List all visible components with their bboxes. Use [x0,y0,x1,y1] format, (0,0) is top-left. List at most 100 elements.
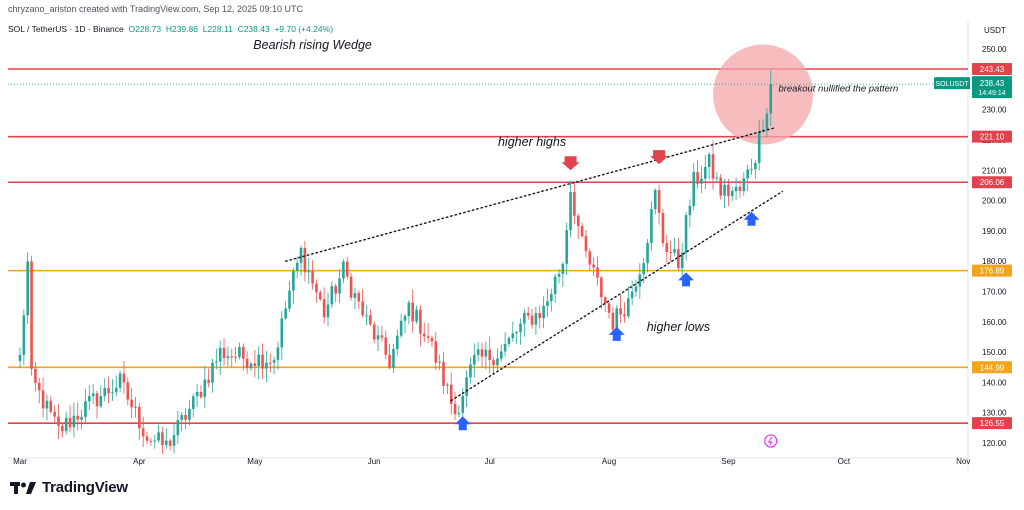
candle-body [519,323,522,333]
close-value: C238.43 [237,24,270,34]
symbol-name[interactable]: SOL / TetherUS · 1D · Binance [8,24,124,34]
candle-body [118,373,122,388]
wedge-trendline [284,127,776,262]
chart-annotation: breakout nullified the pattern [778,84,898,95]
candle-body [380,335,384,338]
candle-body [88,396,91,402]
candle-body [550,294,553,302]
candle-body [322,299,326,318]
candle-body [453,403,457,415]
candle-body [168,440,172,446]
candle-body [534,313,538,325]
candle-body [253,363,257,366]
candle-body [538,313,542,319]
candle-body [407,302,411,317]
candle-body [546,301,549,306]
candle-body [727,184,730,197]
tradingview-logo-icon [10,481,36,494]
candle-body [657,190,661,213]
candle-body [303,247,307,273]
candle-body [730,190,734,197]
x-tick-label: Aug [602,457,616,466]
candle-body [596,267,599,278]
candle-body [195,392,199,397]
candle-body [580,225,584,237]
candle-body [392,348,395,368]
candle-body [276,347,280,360]
candle-body [80,416,83,420]
candle-body [265,362,268,369]
candle-body [565,230,568,264]
candle-body [18,354,22,361]
candle-body [172,435,176,446]
candle-body [592,264,595,268]
candle-body [218,347,222,362]
candle-body [442,361,445,386]
candle-body [399,320,403,336]
candle-body [499,351,503,359]
candle-body [684,215,688,253]
candle-body [345,261,349,277]
arrow-up-icon [678,272,695,287]
candle-body [611,312,615,330]
candle-body [292,270,295,291]
low-value: L228.11 [202,24,233,34]
candle-body [242,347,245,359]
candle-body [738,186,742,191]
arrow-down-icon [561,156,580,171]
candle-body [330,286,334,305]
y-tick-label: 210.00 [982,166,1007,175]
candle-body [746,169,749,179]
candle-body [480,349,484,357]
candle-body [484,349,488,357]
candle-body [553,276,557,295]
candle-body [692,172,696,206]
candle-body [700,178,703,184]
x-tick-label: Mar [13,457,27,466]
candle-body [696,172,699,184]
lightning-icon [767,436,773,446]
last-price-symbol: SOLUSDT [935,81,969,88]
candle-body [180,415,183,420]
last-price-symbol-tag [934,77,970,90]
candle-body [280,318,284,348]
candle-body [30,261,33,369]
candle-body [630,291,634,299]
candle-body [311,271,314,284]
candle-body [653,190,657,210]
price-level-label: 176.89 [980,267,1005,276]
last-price-label: 238.43 [980,79,1005,88]
candle-body [307,271,311,273]
candle-body [496,358,499,366]
candle-body [234,356,237,358]
candle-body [203,379,207,398]
candle-body [199,392,203,398]
candle-body [677,249,680,269]
price-chart[interactable]: USDT 120.00 130.00 140.00 150.00 160.00 170.00… [0,0,1024,470]
candle-body [384,337,388,355]
breakout-highlight-circle [713,44,814,145]
candle-body [342,261,345,279]
candle-body [469,364,472,378]
candle-body [742,178,746,191]
candle-body [719,177,722,196]
candle-body [476,349,480,355]
candle-body [507,338,511,344]
candle-body [426,336,430,338]
candle-body [600,277,603,298]
y-tick-label: 170.00 [982,288,1007,297]
candle-body [403,316,407,321]
candle-body [299,247,303,263]
y-tick-label: 180.00 [982,257,1007,266]
candle-body [261,354,264,369]
candle-body [603,297,607,304]
candle-body [638,274,642,287]
price-level-tag [972,63,1012,76]
candle-body [68,417,72,428]
candle-body [295,262,299,271]
x-tick-label: Jul [485,457,495,466]
candle-body [376,335,380,340]
candle-body [492,360,495,366]
candle-body [415,309,418,322]
candle-body [769,84,773,114]
